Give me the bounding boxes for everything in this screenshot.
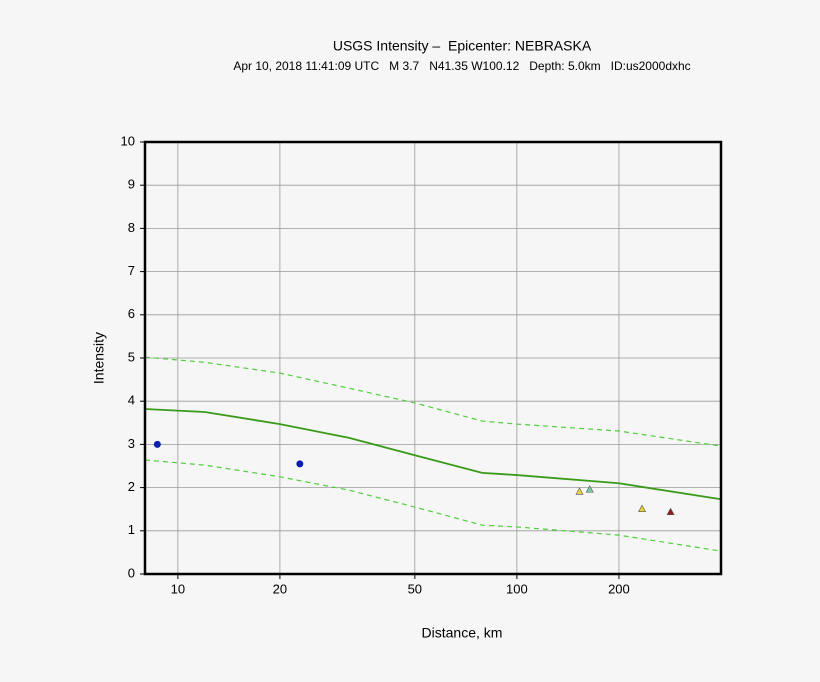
station-triangle (638, 504, 647, 513)
y-tick-label: 9 (128, 177, 135, 192)
y-tick-label: 0 (128, 565, 135, 580)
y-axis-label: Intensity (91, 332, 107, 384)
x-tick-label: 20 (273, 581, 287, 596)
y-tick-label: 1 (128, 522, 135, 537)
plot-frame (143, 140, 723, 576)
y-tick-label: 8 (128, 220, 135, 235)
observation-point (153, 440, 161, 448)
station-triangle (666, 507, 675, 516)
median-line (144, 408, 722, 501)
station-triangle (575, 487, 584, 495)
x-tick-label: 200 (608, 581, 630, 596)
x-tick-label: 50 (408, 581, 422, 596)
x-axis-label: Distance, km (422, 625, 503, 641)
chart-subtitle: Apr 10, 2018 11:41:09 UTC M 3.7 N41.35 W… (233, 59, 690, 73)
y-tick-label: 5 (128, 349, 135, 364)
station-triangle (585, 485, 594, 493)
bound-line (144, 459, 722, 552)
x-tick-label: 10 (171, 581, 185, 596)
y-tick-label: 4 (128, 393, 135, 408)
bound-line (144, 356, 722, 447)
y-tick-label: 2 (128, 479, 135, 494)
y-tick-label: 7 (128, 263, 135, 278)
y-tick-label: 6 (128, 306, 135, 321)
y-tick-label: 10 (121, 133, 135, 148)
chart-title: USGS Intensity – Epicenter: NEBRASKA (333, 38, 592, 54)
observation-point (296, 460, 304, 468)
x-tick-label: 100 (506, 581, 528, 596)
y-tick-label: 3 (128, 436, 135, 451)
